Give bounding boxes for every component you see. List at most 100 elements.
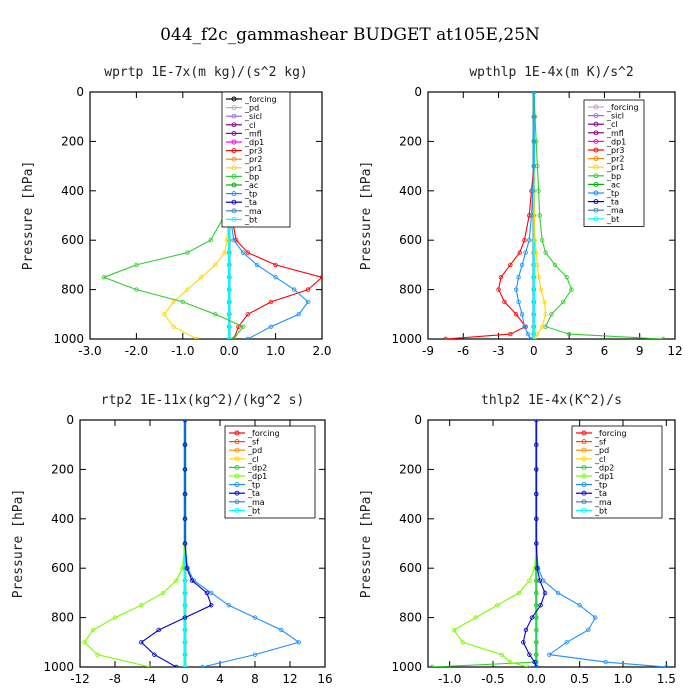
- x-tick-label: -1.0: [171, 344, 194, 358]
- data-point: [532, 237, 538, 243]
- data-point: [184, 566, 189, 571]
- x-tick-label: 1.0: [266, 344, 285, 358]
- data-point: [499, 652, 504, 657]
- legend-entry: _tp: [594, 481, 607, 490]
- series-line-dp1: [83, 420, 186, 667]
- data-point: [273, 275, 278, 280]
- legend-entry: _ta: [606, 198, 619, 207]
- data-point: [182, 491, 188, 497]
- series-line-pr1: [163, 92, 230, 339]
- data-point: [661, 336, 666, 339]
- panel-title: rtp2 1E-11x(kg^2)/(kg^2 s): [101, 393, 305, 408]
- x-tick-label: 0.0: [527, 672, 546, 686]
- y-tick-label: 600: [399, 561, 422, 575]
- legend-entry: _pr2: [244, 155, 262, 164]
- data-point: [174, 578, 179, 583]
- y-tick-label: 400: [399, 512, 422, 526]
- legend-entry: _pr3: [244, 147, 262, 156]
- y-tick-label: 800: [51, 611, 74, 625]
- data-point: [208, 237, 213, 243]
- data-point: [252, 652, 258, 657]
- data-point: [535, 331, 540, 337]
- legend-entry: _tp: [247, 481, 260, 490]
- data-point: [564, 275, 569, 280]
- legend-marker: [231, 139, 237, 145]
- legend-marker: [581, 439, 587, 445]
- data-point: [542, 299, 547, 305]
- legend-marker: [231, 173, 237, 179]
- legend-marker: [593, 113, 599, 119]
- legend-marker: [234, 456, 240, 462]
- data-point: [279, 627, 284, 633]
- legend-entry: _ma: [247, 498, 265, 507]
- data-point: [226, 299, 232, 305]
- data-point: [534, 590, 539, 596]
- legend-box: [583, 99, 645, 227]
- data-point: [508, 331, 513, 337]
- legend-marker: [231, 182, 237, 188]
- data-point: [531, 139, 537, 144]
- data-point: [182, 664, 188, 667]
- series-line-bp: [533, 92, 664, 339]
- legend-entry: _ta: [594, 489, 607, 498]
- data-point: [240, 250, 246, 255]
- data-point: [514, 287, 519, 292]
- legend-marker: [231, 165, 237, 171]
- legend-entry: _cl: [247, 455, 259, 464]
- data-point: [528, 336, 533, 339]
- data-point: [519, 262, 525, 268]
- x-tick-label: 4: [216, 672, 224, 686]
- legend-marker: [231, 130, 237, 136]
- x-tick-label: -9: [422, 344, 434, 358]
- data-point: [182, 578, 188, 583]
- y-tick-label: 800: [399, 611, 422, 625]
- data-point: [552, 262, 558, 268]
- data-point: [245, 336, 250, 339]
- legend-marker: [231, 113, 237, 119]
- data-point: [82, 640, 87, 645]
- legend-marker: [581, 430, 587, 436]
- legend-entry: _ma: [606, 206, 624, 215]
- legend-marker: [593, 173, 599, 179]
- data-point: [530, 188, 535, 193]
- data-point: [226, 324, 232, 329]
- x-tick-label: 0.5: [570, 672, 589, 686]
- legend-entry: _cl: [594, 455, 606, 464]
- data-point: [538, 287, 544, 292]
- legend-entry: _bp: [606, 172, 621, 181]
- legend: _forcing_sf_pd_cl_dp2_dp1_tp_ta_ma_bt: [224, 425, 316, 519]
- x-tick-label: -3: [493, 344, 505, 358]
- legend-marker: [231, 105, 237, 111]
- data-point: [531, 92, 537, 95]
- data-point: [182, 603, 188, 608]
- data-point: [535, 262, 540, 268]
- legend-entry: _ta: [247, 489, 260, 498]
- y-axis-label: Pressure [hPa]: [359, 489, 374, 599]
- y-tick-label: 200: [51, 462, 74, 476]
- legend-entry: _ac: [244, 181, 258, 190]
- data-point: [593, 615, 598, 620]
- x-tick-label: 3: [565, 344, 573, 358]
- legend-entry: _ma: [244, 207, 262, 216]
- legend-entry: _bt: [244, 215, 257, 224]
- data-point: [231, 237, 237, 243]
- y-tick-label: 600: [61, 233, 84, 247]
- data-point: [174, 664, 179, 667]
- data-point: [245, 250, 250, 255]
- legend-marker: [231, 208, 237, 214]
- data-point: [496, 287, 501, 292]
- x-tick-label: 2.0: [312, 344, 331, 358]
- data-point: [529, 213, 534, 218]
- panel-2: wpthlp 1E-4x(m K)/s^2 Pressure [hPa] 0 200 4…: [359, 65, 683, 358]
- data-point: [254, 262, 260, 268]
- data-point: [498, 275, 504, 280]
- data-point: [534, 627, 539, 633]
- data-point: [535, 566, 540, 571]
- x-tick-label: 6: [601, 344, 609, 358]
- series-line-dp2: [432, 420, 537, 667]
- x-tick-label: 12: [282, 672, 297, 686]
- y-tick-label: 1000: [53, 332, 84, 346]
- data-point: [532, 213, 537, 218]
- data-point: [527, 652, 532, 657]
- x-tick-label: -3.0: [78, 344, 101, 358]
